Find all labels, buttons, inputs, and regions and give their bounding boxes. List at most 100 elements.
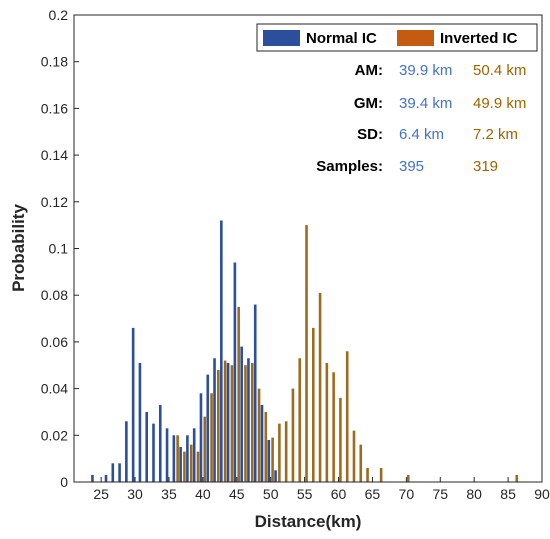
stat-sd-inverted: 7.2 km	[473, 126, 518, 143]
bar-inverted	[291, 388, 295, 482]
legend-swatch-inverted	[397, 30, 434, 46]
bar-inverted	[264, 411, 268, 482]
bar-normal	[247, 358, 250, 482]
bar-normal	[192, 428, 196, 482]
bar-normal	[240, 346, 243, 482]
bar-inverted	[183, 451, 186, 482]
bar-normal	[199, 393, 203, 482]
legend-label-normal: Normal IC	[306, 30, 377, 47]
bar-inverted	[332, 372, 335, 482]
stat-am-normal: 39.9 km	[399, 62, 452, 79]
bar-normal	[111, 463, 115, 482]
bar-inverted	[305, 225, 308, 482]
x-tick-label: 55	[297, 486, 313, 502]
bar-inverted	[325, 362, 329, 482]
bar-normal	[152, 423, 155, 483]
y-tick-label: 0.12	[41, 194, 68, 210]
x-tick-label: 90	[534, 486, 550, 502]
bar-inverted	[271, 437, 274, 482]
bar-normal	[172, 435, 176, 482]
bar-inverted	[352, 430, 356, 482]
bar-inverted	[223, 360, 227, 482]
bar-inverted	[257, 388, 261, 482]
y-tick-label: 0.02	[41, 427, 68, 443]
bar-normal	[253, 304, 257, 482]
stat-label-samples: Samples:	[316, 158, 383, 175]
bar-inverted	[230, 365, 234, 482]
x-tick-label: 70	[399, 486, 415, 502]
bar-inverted	[366, 467, 369, 482]
x-tick-label: 80	[466, 486, 482, 502]
y-tick-label: 0.06	[41, 334, 68, 350]
bar-inverted	[203, 416, 207, 482]
bar-inverted	[237, 306, 240, 483]
bar-normal	[125, 421, 128, 482]
plot-area	[74, 15, 542, 482]
stat-samples-inverted: 319	[473, 158, 498, 175]
bar-normal	[118, 463, 121, 482]
bar-normal	[104, 475, 108, 482]
bar-inverted	[339, 397, 342, 482]
bar-inverted	[217, 369, 220, 482]
bar-normal	[274, 470, 277, 482]
y-tick-label: 0.1	[49, 241, 69, 257]
bar-inverted	[298, 358, 302, 482]
bar-inverted	[189, 444, 193, 482]
bar-inverted	[359, 444, 363, 482]
stat-sd-normal: 6.4 km	[399, 126, 444, 143]
legend-label-inverted: Inverted IC	[440, 30, 518, 47]
x-tick-label: 60	[331, 486, 347, 502]
x-tick-label: 75	[432, 486, 448, 502]
bar-normal	[213, 358, 216, 482]
x-axis-label: Distance(km)	[255, 512, 362, 531]
x-tick-label: 35	[161, 486, 177, 502]
bar-inverted	[210, 393, 213, 482]
x-tick-label: 45	[229, 486, 245, 502]
y-axis-label: Probability	[9, 204, 28, 292]
stat-am-inverted: 50.4 km	[473, 62, 526, 79]
bar-inverted	[176, 435, 179, 482]
bar-normal	[138, 362, 142, 482]
plot-frame	[73, 14, 543, 483]
stat-gm-normal: 39.4 km	[399, 95, 452, 112]
bar-normal	[206, 374, 210, 482]
y-tick-label: 0.14	[41, 147, 68, 163]
y-tick-label: 0.2	[49, 7, 69, 23]
stat-label-sd: SD:	[357, 126, 383, 143]
bar-inverted	[311, 327, 315, 482]
x-tick-label: 65	[365, 486, 381, 502]
stat-samples-normal: 395	[399, 158, 424, 175]
bar-inverted	[345, 351, 349, 482]
bar-inverted	[284, 421, 288, 482]
bar-normal	[260, 404, 264, 482]
y-tick-label: 0.16	[41, 100, 68, 116]
bar-normal	[179, 446, 182, 482]
y-tick-label: 0	[60, 474, 68, 490]
bars-layer	[91, 220, 519, 483]
bar-normal	[186, 435, 189, 482]
bar-inverted	[250, 362, 254, 482]
x-tick-label: 85	[500, 486, 516, 502]
stats-table: AM: 39.9 km 50.4 km GM: 39.4 km 49.9 km …	[316, 62, 526, 175]
legend-swatch-normal	[263, 30, 300, 46]
x-tick-label: 30	[127, 486, 143, 502]
bar-inverted	[515, 475, 519, 482]
bar-inverted	[278, 423, 281, 483]
bar-normal	[233, 262, 237, 482]
y-tick-label: 0.04	[41, 381, 68, 397]
bar-inverted	[318, 292, 322, 482]
bar-normal	[91, 475, 94, 482]
y-tick-label: 0.08	[41, 287, 68, 303]
x-tick-label: 25	[93, 486, 109, 502]
legend: Normal IC Inverted IC	[256, 23, 538, 52]
bar-normal	[165, 428, 169, 482]
bar-inverted	[379, 467, 383, 482]
y-axis-ticks: 0 0.02 0.04 0.06 0.08 0.1 0.12 0.14 0.16 0.18 0.2	[41, 7, 79, 490]
x-tick-label: 40	[195, 486, 211, 502]
bar-normal	[145, 411, 149, 482]
bar-normal	[226, 362, 230, 482]
y-tick-label: 0.18	[41, 54, 68, 70]
stat-label-gm: GM:	[354, 95, 383, 112]
stat-label-am: AM:	[355, 62, 383, 79]
x-axis-ticks: 25 30 35 40 45 50 55 60 65 70 75 80 85 90	[93, 477, 550, 502]
